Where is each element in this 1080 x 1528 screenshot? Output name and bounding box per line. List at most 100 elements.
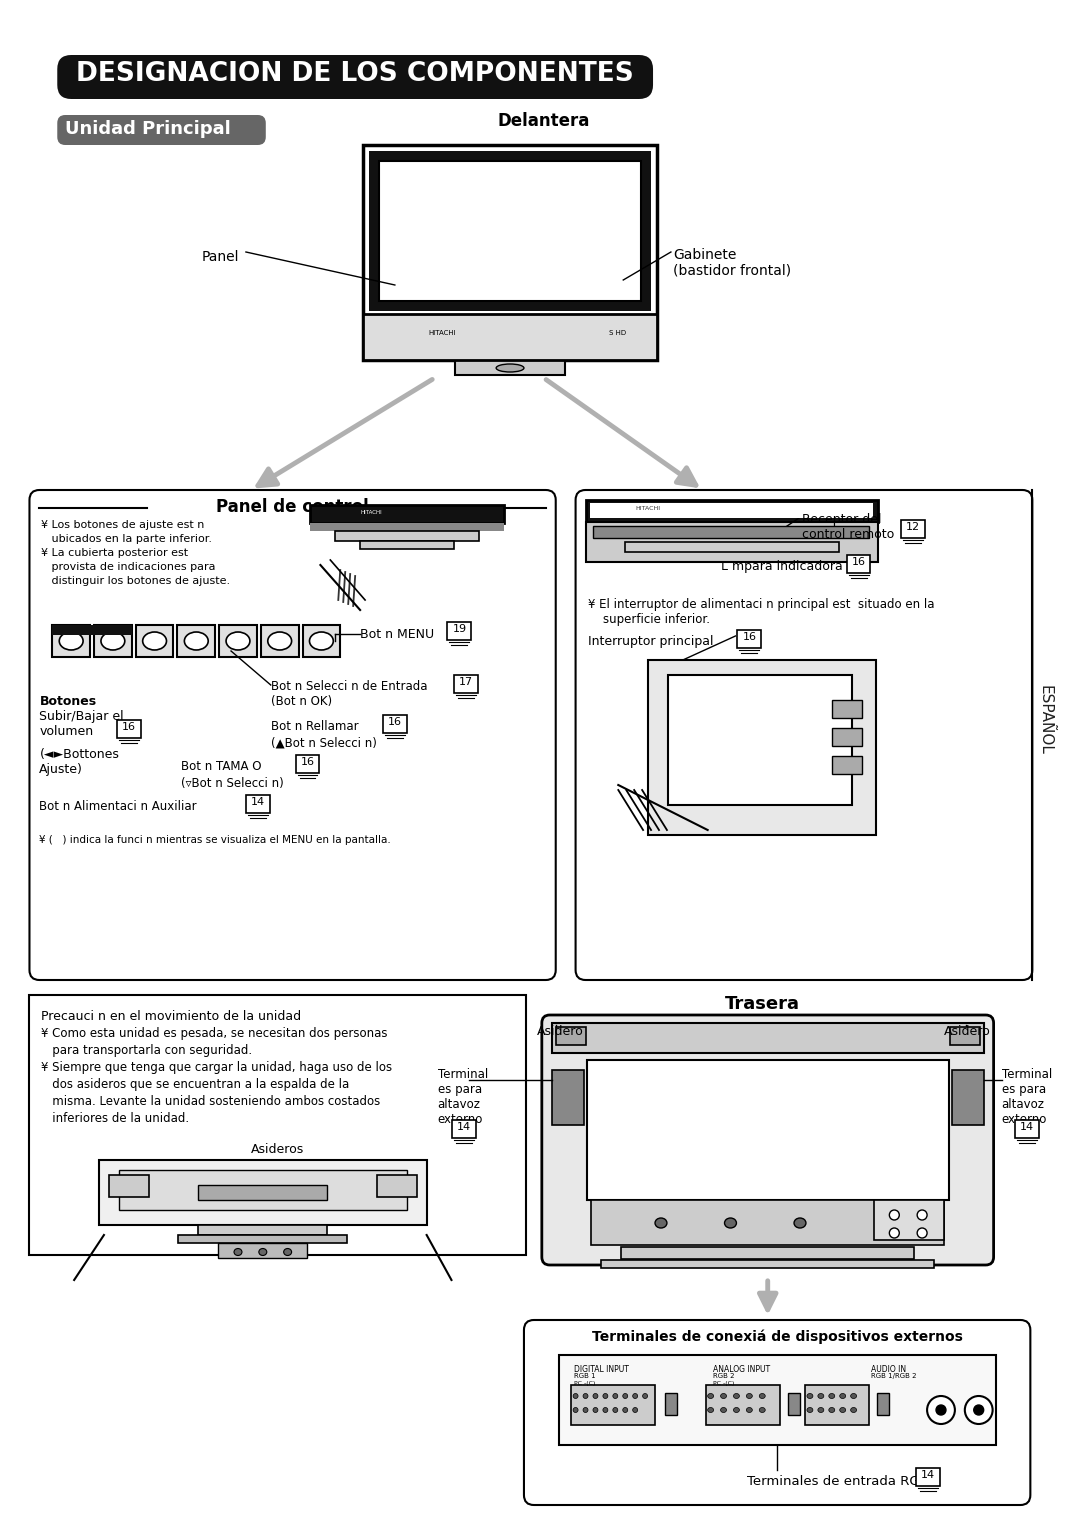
Bar <box>455 675 478 694</box>
Bar <box>246 795 270 813</box>
Ellipse shape <box>917 1210 927 1219</box>
Ellipse shape <box>840 1407 846 1412</box>
Ellipse shape <box>226 633 249 649</box>
Bar <box>94 625 132 657</box>
Text: 16: 16 <box>122 723 136 732</box>
Text: es para: es para <box>437 1083 482 1096</box>
Bar <box>109 1175 149 1196</box>
Text: Bot n Rellamar: Bot n Rellamar <box>271 720 359 733</box>
Bar <box>667 675 852 805</box>
Bar <box>453 1120 476 1138</box>
Ellipse shape <box>612 1407 618 1412</box>
Ellipse shape <box>284 1248 292 1256</box>
Bar <box>558 1355 996 1445</box>
Bar <box>136 625 174 657</box>
Ellipse shape <box>259 1248 267 1256</box>
Text: Bot n TAMA O: Bot n TAMA O <box>181 759 261 773</box>
Text: ubicados en la parte inferior.: ubicados en la parte inferior. <box>41 533 213 544</box>
Ellipse shape <box>656 1218 667 1229</box>
Bar <box>705 1384 780 1426</box>
Bar <box>738 630 761 648</box>
Ellipse shape <box>100 633 125 649</box>
Ellipse shape <box>828 1394 835 1398</box>
Ellipse shape <box>612 1394 618 1398</box>
Bar <box>593 526 869 538</box>
Ellipse shape <box>889 1229 900 1238</box>
Ellipse shape <box>818 1394 824 1398</box>
Text: RGB 2: RGB 2 <box>713 1374 734 1378</box>
Bar <box>625 542 839 552</box>
Bar <box>219 625 257 657</box>
Ellipse shape <box>974 1406 984 1415</box>
FancyBboxPatch shape <box>57 55 653 99</box>
Ellipse shape <box>573 1394 578 1398</box>
Ellipse shape <box>623 1394 627 1398</box>
Text: 19: 19 <box>453 623 467 634</box>
Bar <box>556 1027 585 1045</box>
Ellipse shape <box>573 1407 578 1412</box>
Ellipse shape <box>593 1407 598 1412</box>
Ellipse shape <box>889 1210 900 1219</box>
FancyBboxPatch shape <box>29 490 556 979</box>
Text: ¥ Como esta unidad es pesada, se necesitan dos personas: ¥ Como esta unidad es pesada, se necesit… <box>41 1027 388 1041</box>
Bar <box>586 1060 949 1199</box>
Ellipse shape <box>759 1394 766 1398</box>
Text: Subir/Bajar el: Subir/Bajar el <box>39 711 124 723</box>
Text: Gabinete: Gabinete <box>673 248 737 261</box>
Bar <box>199 1225 327 1235</box>
Text: Panel de control: Panel de control <box>216 498 369 516</box>
Bar <box>52 625 90 657</box>
Bar <box>832 700 862 718</box>
Text: ¥ El interruptor de alimentaci n principal est  situado en la: ¥ El interruptor de alimentaci n princip… <box>589 597 935 611</box>
Ellipse shape <box>583 1407 588 1412</box>
Text: altavoz: altavoz <box>437 1099 481 1111</box>
Ellipse shape <box>720 1394 727 1398</box>
Text: PC -(C): PC -(C) <box>573 1381 595 1386</box>
Text: 16: 16 <box>851 558 865 567</box>
Bar <box>29 995 526 1254</box>
Ellipse shape <box>794 1218 806 1229</box>
Text: Ajuste): Ajuste) <box>39 762 83 776</box>
Bar <box>592 1199 944 1245</box>
Bar <box>178 1235 347 1242</box>
Ellipse shape <box>59 633 83 649</box>
Text: HITACHI: HITACHI <box>429 330 457 336</box>
FancyBboxPatch shape <box>576 490 1032 979</box>
Bar <box>602 1261 934 1268</box>
Text: 16: 16 <box>742 633 756 642</box>
Bar <box>456 361 565 374</box>
Text: dos asideros que se encuentran a la espalda de la: dos asideros que se encuentran a la espa… <box>41 1077 350 1091</box>
Text: control remoto: control remoto <box>802 529 894 541</box>
Text: 14: 14 <box>251 798 265 807</box>
Bar <box>218 1242 308 1258</box>
Bar <box>377 1175 417 1196</box>
Text: S HD: S HD <box>609 330 625 336</box>
Text: Asidero: Asidero <box>537 1025 583 1038</box>
Ellipse shape <box>851 1394 856 1398</box>
Text: Bot n Selecci n de Entrada: Bot n Selecci n de Entrada <box>271 680 428 694</box>
FancyBboxPatch shape <box>57 115 266 145</box>
Text: 14: 14 <box>1021 1122 1035 1132</box>
Bar <box>570 1384 656 1426</box>
Text: ¥ Siempre que tenga que cargar la unidad, haga uso de los: ¥ Siempre que tenga que cargar la unidad… <box>41 1060 392 1074</box>
Bar <box>847 555 870 573</box>
Ellipse shape <box>851 1407 856 1412</box>
Text: Receptor del: Receptor del <box>802 513 881 526</box>
Bar <box>648 660 877 834</box>
Bar <box>1015 1120 1039 1138</box>
Ellipse shape <box>583 1394 588 1398</box>
Text: Asideros: Asideros <box>251 1143 305 1157</box>
Bar <box>99 1160 427 1225</box>
Ellipse shape <box>725 1218 737 1229</box>
Text: (Bot n OK): (Bot n OK) <box>271 695 332 707</box>
Bar <box>832 756 862 775</box>
Ellipse shape <box>623 1407 627 1412</box>
Bar <box>177 625 215 657</box>
Bar <box>310 523 504 532</box>
Bar <box>585 500 878 523</box>
FancyBboxPatch shape <box>524 1320 1030 1505</box>
Text: Bot n Alimentaci n Auxiliar: Bot n Alimentaci n Auxiliar <box>39 801 197 813</box>
Ellipse shape <box>807 1394 813 1398</box>
Ellipse shape <box>603 1394 608 1398</box>
Text: distinguir los botones de ajuste.: distinguir los botones de ajuste. <box>41 576 230 587</box>
